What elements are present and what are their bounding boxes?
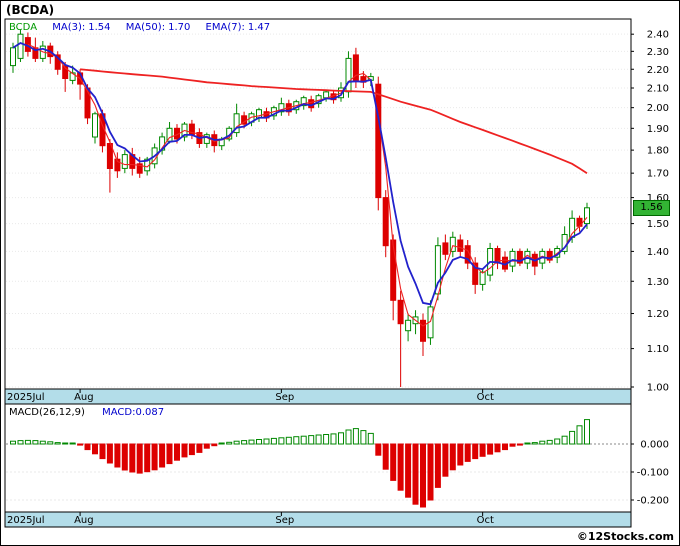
svg-text:2.30: 2.30	[647, 47, 669, 58]
ema7-line	[12, 41, 588, 306]
main-chart-legend: BCDA MA(3): 1.54 MA(50): 1.70 EMA(7): 1.47	[9, 22, 282, 33]
svg-text:Sep: Sep	[275, 515, 294, 526]
svg-text:Oct: Oct	[477, 515, 494, 526]
svg-text:1.70: 1.70	[647, 169, 669, 180]
svg-text:Aug: Aug	[74, 392, 94, 403]
svg-text:1.90: 1.90	[647, 124, 669, 135]
svg-text:1.40: 1.40	[647, 247, 669, 258]
svg-text:Oct: Oct	[477, 392, 494, 403]
svg-text:2025Jul: 2025Jul	[7, 515, 45, 526]
macd-name: MACD(26,12,9)	[9, 407, 85, 418]
svg-text:2.40: 2.40	[647, 30, 669, 41]
ema7-label: EMA(7):	[205, 22, 245, 33]
copyright-text: ©12Stocks.com	[576, 530, 674, 543]
macd-value-label: MACD:	[102, 407, 136, 418]
ma50-line	[80, 68, 588, 174]
macd-value: 0.087	[135, 407, 165, 418]
svg-text:0.000: 0.000	[640, 440, 669, 451]
main-frame	[4, 18, 632, 390]
svg-text:2.10: 2.10	[647, 84, 669, 95]
svg-text:2.00: 2.00	[647, 103, 669, 114]
ma3-value: 1.54	[88, 22, 111, 33]
macd-legend: MACD(26,12,9) MACD:0.087	[9, 407, 164, 418]
ma50-value: 1.70	[168, 22, 191, 33]
svg-text:1.30: 1.30	[647, 277, 669, 288]
ema7-value: 1.47	[247, 22, 271, 33]
svg-text:2.20: 2.20	[647, 65, 669, 76]
svg-text:1.80: 1.80	[647, 146, 669, 157]
svg-text:-0.200: -0.200	[637, 496, 669, 507]
macd-frame	[4, 403, 632, 513]
ticker-symbol: BCDA	[9, 22, 38, 33]
svg-text:2025Jul: 2025Jul	[7, 392, 45, 403]
svg-text:1.20: 1.20	[647, 309, 669, 320]
ma3-line	[27, 43, 588, 327]
main-gridlines	[6, 33, 630, 388]
svg-text:1.50: 1.50	[647, 219, 669, 230]
page-title: (BCDA)	[6, 3, 55, 17]
ma3-label: MA(3):	[52, 22, 86, 33]
svg-text:1.60: 1.60	[647, 193, 669, 204]
svg-text:Aug: Aug	[74, 515, 94, 526]
macd-axis-labels: 0.000 -0.100 -0.200	[631, 440, 669, 507]
xaxis-band-top: 2025Jul Aug Sep Oct	[4, 388, 632, 405]
macd-histogram	[10, 419, 590, 508]
candlesticks	[10, 29, 590, 387]
svg-text:1.10: 1.10	[647, 344, 669, 355]
ma50-label: MA(50):	[125, 22, 166, 33]
svg-text:-0.100: -0.100	[637, 468, 669, 479]
xaxis-band-bottom: 2025Jul Aug Sep Oct	[4, 511, 632, 528]
price-axis-labels: 2.40 2.30 2.20 2.10 2.00 1.90 1.80 1.70 1.60 1.50…	[631, 30, 669, 394]
svg-text:Sep: Sep	[275, 392, 294, 403]
price-badge: 1.56	[633, 200, 670, 216]
svg-text:1.00: 1.00	[647, 383, 669, 394]
